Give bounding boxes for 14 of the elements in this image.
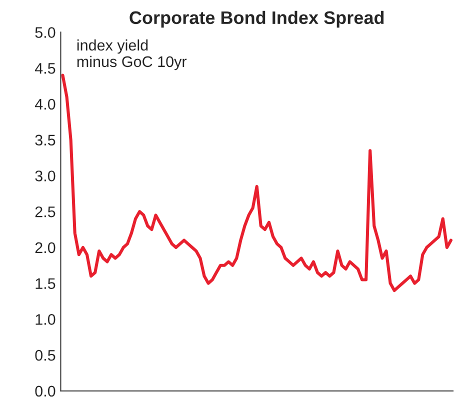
- y-tick-label: 0.0: [35, 386, 56, 397]
- y-tick-label: 4.0: [34, 98, 56, 110]
- chart-title: Corporate Bond Index Spread: [130, 10, 384, 28]
- y-tick-label: 1.0: [36, 314, 56, 325]
- y-tick-label: 2.0: [35, 242, 56, 254]
- y-tick-label: 2.5: [35, 206, 56, 218]
- y-tick-label: 4.5: [34, 63, 56, 74]
- y-tick-label: 5.0: [35, 27, 56, 38]
- y-tick-label: 3.0: [35, 170, 56, 182]
- line-series: [61, 74, 452, 292]
- y-tick-label: 3.5: [35, 134, 56, 146]
- annotation: index yield minus GoC 10yr: [77, 39, 187, 70]
- y-tick-label: 0.5: [35, 350, 56, 361]
- y-tick-label: 1.5: [36, 278, 56, 289]
